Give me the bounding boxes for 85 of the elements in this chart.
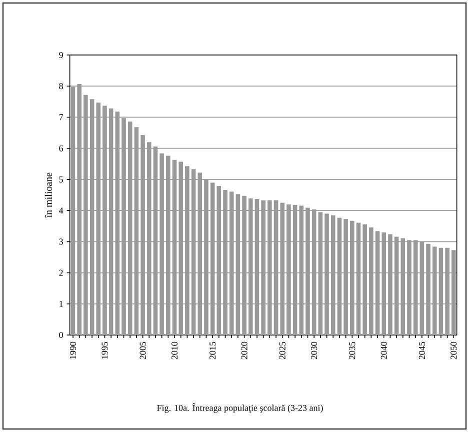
y-tick-label: 8 <box>59 83 63 90</box>
bar <box>312 209 316 335</box>
bar <box>280 202 285 335</box>
bar <box>413 240 418 335</box>
y-tick-label: 6 <box>59 145 64 152</box>
bar <box>369 227 374 335</box>
bar <box>210 182 215 335</box>
y-tick-label: 4 <box>58 208 64 214</box>
bar <box>146 142 152 335</box>
y-tick-label: 3 <box>59 238 63 245</box>
bar <box>420 242 424 335</box>
bar <box>153 146 158 335</box>
bar <box>356 222 361 335</box>
bar <box>432 246 437 335</box>
bar <box>160 153 164 335</box>
bar <box>204 179 208 335</box>
x-tick-label: 2030 <box>311 342 318 360</box>
bar <box>102 106 107 335</box>
x-tick-label: 2025 <box>279 342 286 360</box>
bar <box>324 214 329 335</box>
bar <box>172 160 177 335</box>
bar <box>318 212 323 335</box>
bar <box>166 156 170 335</box>
bar <box>330 215 336 335</box>
bar <box>286 204 291 335</box>
bar <box>382 232 386 335</box>
bar <box>134 127 139 335</box>
bar <box>337 218 342 335</box>
bar <box>242 196 246 335</box>
bar <box>198 172 202 335</box>
x-tick-label: 2005 <box>140 342 146 360</box>
bar <box>216 186 222 335</box>
x-tick-label: 1995 <box>102 342 108 359</box>
bar <box>236 194 240 335</box>
bar <box>115 112 120 335</box>
bar <box>248 198 253 335</box>
x-tick-label: 2010 <box>171 342 178 360</box>
y-axis-title: în milioane <box>44 172 52 218</box>
x-tick-label: 2020 <box>241 342 248 360</box>
bar <box>426 244 430 335</box>
bar <box>223 190 228 335</box>
x-tick-label: 2035 <box>349 342 356 360</box>
bar <box>90 99 94 335</box>
bar <box>261 200 266 335</box>
bar <box>140 134 145 335</box>
bar <box>344 218 348 335</box>
bar <box>77 84 82 335</box>
x-tick-label: 2040 <box>380 342 387 360</box>
bar <box>84 94 88 335</box>
bar <box>388 234 392 335</box>
x-tick-label: 2045 <box>418 342 425 360</box>
bar <box>306 208 310 335</box>
bar <box>299 206 304 335</box>
bar <box>229 192 234 335</box>
x-tick-label: 2050 <box>450 342 457 360</box>
bar <box>122 118 126 335</box>
bar <box>70 86 76 335</box>
y-tick-label: 5 <box>59 176 63 182</box>
bar <box>292 204 298 335</box>
bar <box>375 231 380 335</box>
bar <box>445 248 450 335</box>
y-tick-label: 1 <box>60 300 63 307</box>
bar <box>254 199 260 335</box>
bar <box>274 200 278 335</box>
bar <box>400 238 406 335</box>
bar <box>362 224 367 335</box>
bar <box>185 166 190 335</box>
y-tick-label: 2 <box>59 270 63 276</box>
bar <box>108 108 114 335</box>
y-tick-label: 9 <box>59 52 63 58</box>
y-tick-label: 7 <box>59 114 64 120</box>
bar <box>452 250 456 335</box>
bar <box>438 248 444 335</box>
x-tick-label: 2015 <box>210 342 216 360</box>
y-tick-label: 0 <box>59 332 63 338</box>
x-tick-label: 1990 <box>70 342 76 359</box>
bar <box>394 236 399 335</box>
text: Fig. 10a. Întreaga populaţie şcolară (3-23 ani) <box>157 403 323 413</box>
bar <box>96 102 101 335</box>
bar <box>191 169 196 335</box>
bar <box>268 200 272 335</box>
bar <box>178 162 184 335</box>
bar <box>350 220 354 335</box>
bar <box>407 240 412 335</box>
bar <box>128 122 132 335</box>
